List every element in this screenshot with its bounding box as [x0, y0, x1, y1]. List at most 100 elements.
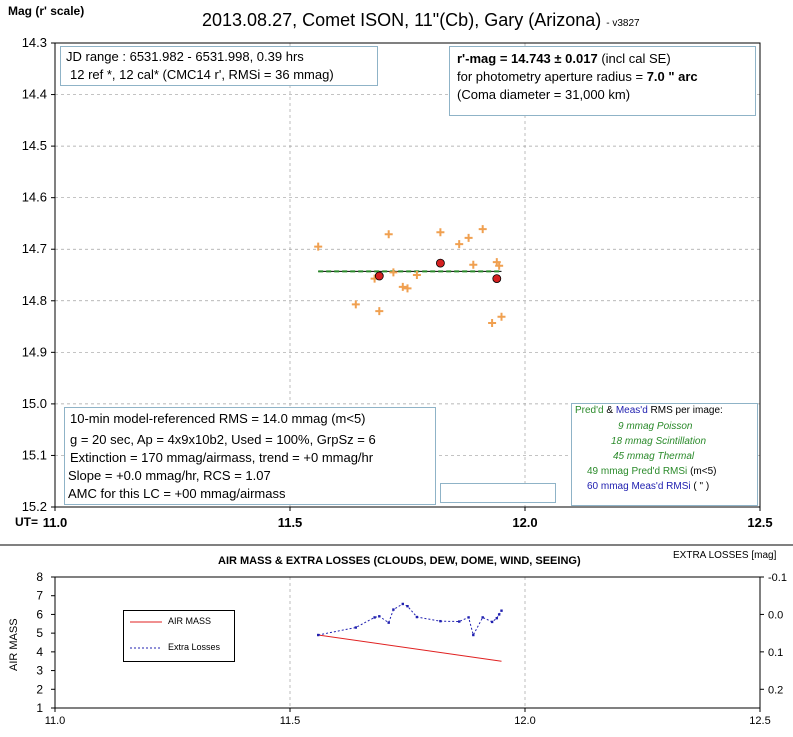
- bottom-title: AIR MASS & EXTRA LOSSES (CLOUDS, DEW, DO…: [218, 555, 581, 567]
- chart-title: 2013.08.27, Comet ISON, 11"(Cb), Gary (A…: [202, 10, 602, 30]
- extra-losses-marker: [439, 619, 442, 623]
- bottom-y2-tick-label: 0.2: [768, 684, 783, 696]
- bottom-y2-tick-label: 0.0: [768, 609, 783, 621]
- stats-exposure-line: g = 20 sec, Ap = 4x9x10b2, Used = 100%, …: [70, 432, 376, 447]
- rms-title-amp: &: [603, 405, 616, 416]
- top-y-tick-label: 15.1: [22, 447, 47, 462]
- extra-losses-marker: [497, 613, 501, 616]
- jd-range-box: [60, 46, 378, 86]
- top-x-tick-label: 12.5: [747, 515, 772, 530]
- data-point: [469, 260, 478, 269]
- airmass-line: [318, 634, 502, 662]
- y-axis-title: Mag (r' scale): [8, 4, 85, 18]
- rms-title-meas: Meas'd: [615, 405, 648, 416]
- extra-losses-marker: [467, 616, 470, 619]
- top-x-tick-label: 11.5: [278, 515, 303, 530]
- x-axis-prefix: UT=: [15, 515, 39, 529]
- rms-measured-suffix: ( " ): [693, 481, 710, 492]
- data-point: [412, 271, 421, 279]
- stats-extinction-line: Extinction = 170 mmag/airmass, trend = +…: [70, 450, 374, 465]
- rms-predicted-label: 49 mmag Pred'd RMSi: [587, 466, 688, 477]
- data-point: [384, 230, 393, 239]
- extra-losses-axis-label: EXTRA LOSSES [mag]: [673, 550, 777, 561]
- ref-stars-text: 12 ref *, 12 cal* (CMC14 r', RMSi = 36 m…: [70, 67, 334, 82]
- bottom-x-tick-label: 12.5: [749, 715, 770, 727]
- extra-losses-marker: [373, 616, 376, 619]
- rms-box: [571, 403, 758, 506]
- top-plot-frame: [54, 42, 761, 508]
- data-point: [375, 307, 384, 316]
- extra-losses-marker: [415, 615, 419, 619]
- rms-measured-label: 60 mmag Meas'd RMSi: [587, 481, 691, 492]
- top-y-tick-label: 15.0: [22, 396, 47, 411]
- bottom-x-ticks: 11.0 11.5 12.0 12.5: [45, 708, 771, 727]
- bottom-y-tick-label: 6: [36, 607, 43, 621]
- aperture-label: for photometry aperture radius =: [457, 69, 647, 84]
- data-point: [478, 225, 487, 234]
- data-point: [398, 282, 407, 291]
- magnitude-line: r'-mag = 14.743 ± 0.017 (incl cal SE): [457, 51, 671, 66]
- stats-box: [64, 407, 436, 505]
- version-label: - v3827: [606, 18, 640, 29]
- top-y-tick-label: 15.2: [22, 499, 47, 514]
- aperture-line: for photometry aperture radius = 7.0 " a…: [457, 69, 698, 84]
- top-y-tick-label: 14.6: [22, 190, 47, 205]
- extra-losses-marker: [495, 616, 498, 620]
- bottom-x-tick-label: 12.0: [514, 715, 535, 727]
- data-point: [455, 240, 464, 249]
- extra-losses-marker: [401, 602, 404, 606]
- stats-amc-line: AMC for this LC = +00 mmag/airmass: [68, 486, 286, 501]
- coma-diameter-text: (Coma diameter = 31,000 km): [457, 87, 631, 102]
- data-point: [389, 268, 398, 277]
- stats-rms-line: 10-min model-referenced RMS = 14.0 mmag …: [70, 411, 366, 426]
- data-point: [351, 300, 360, 309]
- bottom-series: [317, 602, 503, 662]
- magnitude-box: [449, 46, 756, 116]
- top-y-tick-label: 14.8: [22, 293, 47, 308]
- top-x-tick-label: 12.0: [512, 515, 537, 530]
- bottom-y2-tick-label: -0.1: [768, 572, 787, 584]
- bottom-y-tick-label: 3: [36, 664, 43, 678]
- rms-title-rest: RMS per image:: [647, 405, 723, 416]
- stats-slope-line: Slope = +0.0 mmag/hr, RCS = 1.07: [68, 468, 271, 483]
- extra-losses-marker: [481, 616, 484, 619]
- legend-extra-label: Extra Losses: [168, 642, 221, 652]
- top-y-ticks: 14.3 14.4 14.5 14.6 14.7 14.8 14.9 15.0 15.1 15.2: [22, 35, 55, 514]
- aperture-value: 7.0 " arc: [646, 69, 698, 84]
- bottom-y2-tick-label: 0.1: [768, 647, 783, 659]
- rms-scintillation: 18 mmag Scintillation: [611, 436, 707, 447]
- extra-losses-marker: [472, 633, 475, 637]
- rms-predicted-suffix: (m<5): [690, 466, 717, 477]
- group-mean-point: [435, 258, 445, 268]
- bottom-y-tick-label: 1: [36, 701, 43, 715]
- bottom-legend: [123, 610, 235, 662]
- group-mean-point: [492, 274, 502, 284]
- extra-losses-marker: [317, 633, 320, 637]
- top-y-tick-label: 14.7: [22, 241, 47, 256]
- magnitude-value: r'-mag = 14.743 ± 0.017: [457, 51, 598, 66]
- legend-airmass-label: AIR MASS: [168, 616, 212, 626]
- group-mean-point: [374, 271, 384, 281]
- extra-losses-marker: [500, 609, 503, 612]
- top-y-tick-label: 14.9: [22, 344, 47, 359]
- data-point: [495, 261, 504, 270]
- page-title: 2013.08.27, Comet ISON, 11"(Cb), Gary (A…: [202, 10, 640, 31]
- bottom-y-tick-label: 4: [36, 645, 43, 659]
- jd-range-text: JD range : 6531.982 - 6531.998, 0.39 hrs: [66, 49, 304, 64]
- data-point: [403, 284, 412, 293]
- rms-poisson: 9 mmag Poisson: [618, 421, 693, 432]
- data-point: [464, 233, 473, 242]
- group-means: [374, 258, 502, 284]
- rms-title-pred: Pred'd: [575, 405, 604, 416]
- top-y-tick-label: 14.5: [22, 138, 47, 153]
- bottom-x-tick-label: 11.0: [45, 715, 66, 727]
- bottom-y2-ticks: -0.1 0.0 0.1 0.2: [760, 572, 787, 696]
- airmass-axis-label: AIR MASS: [8, 618, 20, 671]
- extra-losses-marker: [354, 626, 357, 629]
- bottom-y-tick-label: 2: [36, 682, 43, 696]
- extra-losses-marker: [490, 620, 494, 624]
- data-point: [497, 312, 506, 321]
- extra-losses-line: [318, 603, 502, 637]
- bottom-y-tick-label: 8: [36, 570, 43, 584]
